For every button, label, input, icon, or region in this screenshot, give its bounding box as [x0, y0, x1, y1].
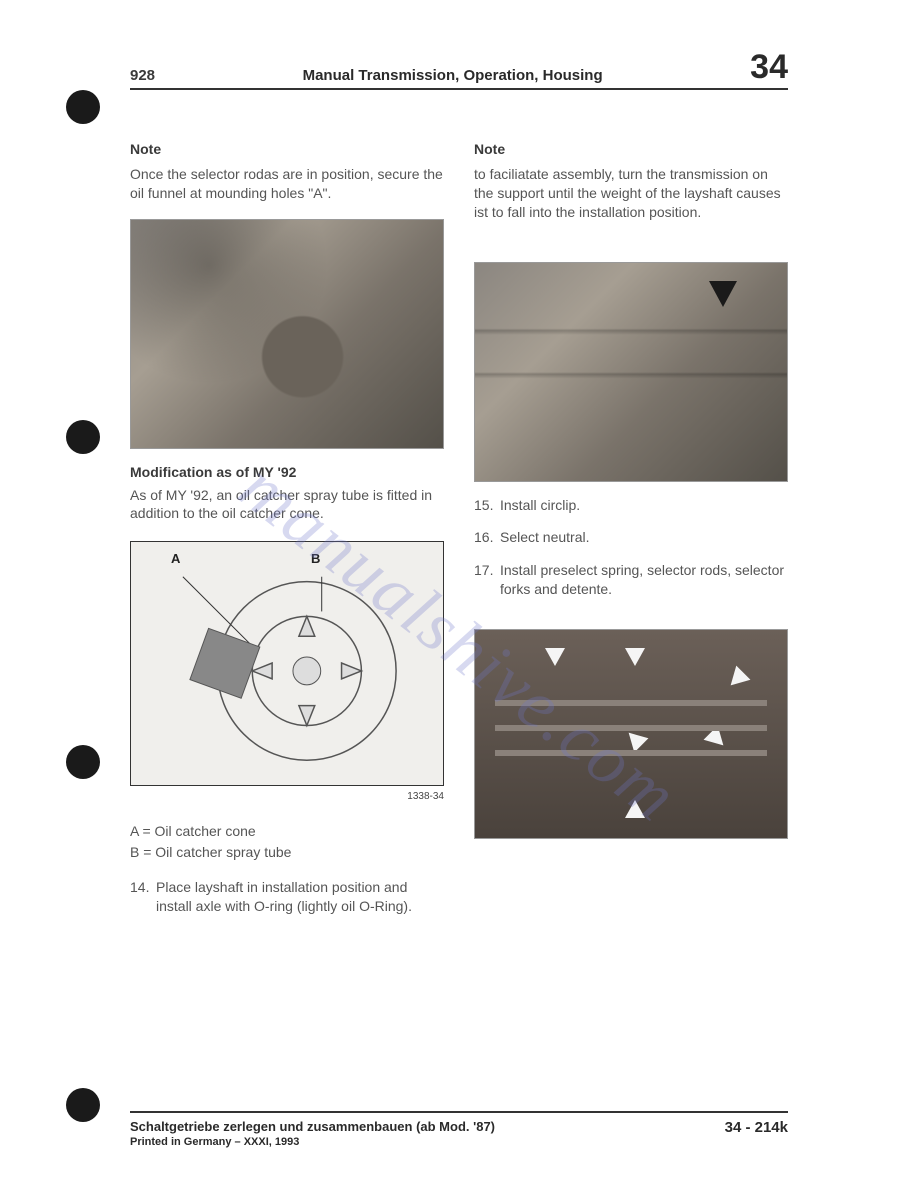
- photo-oil-funnel: [130, 219, 444, 449]
- photo-overlay: [131, 220, 443, 448]
- photo-overlay: [475, 263, 787, 481]
- note-heading: Note: [130, 140, 444, 159]
- note-text: Once the selector rodas are in position,…: [130, 165, 444, 203]
- left-column: Note Once the selector rodas are in posi…: [130, 140, 444, 929]
- diagram-label-a: A: [171, 550, 180, 568]
- header-title: Manual Transmission, Operation, Housing: [155, 67, 750, 84]
- step-15: 15. Install circlip.: [474, 496, 788, 515]
- modification-text: As of MY '92, an oil catcher spray tube …: [130, 486, 444, 524]
- white-arrow-icon: [625, 800, 645, 818]
- footer-title: Schaltgetriebe zerlegen und zusammenbaue…: [130, 1119, 495, 1134]
- figure-number: 1338-34: [130, 790, 444, 804]
- two-column-body: Note Once the selector rodas are in posi…: [130, 140, 788, 929]
- page-footer: Schaltgetriebe zerlegen und zusammenbaue…: [130, 1111, 788, 1148]
- white-arrow-icon: [545, 648, 565, 666]
- step-17: 17. Install preselect spring, selector r…: [474, 561, 788, 599]
- step-text: Select neutral.: [500, 528, 590, 547]
- right-column: Note to faciliatate assembly, turn the t…: [474, 140, 788, 929]
- step-text: Place layshaft in installation position …: [156, 878, 444, 916]
- note-heading: Note: [474, 140, 788, 159]
- footer-page-number: 34 - 214k: [725, 1119, 788, 1136]
- model-number: 928: [130, 67, 155, 84]
- page-content: 928 Manual Transmission, Operation, Hous…: [0, 0, 918, 1188]
- photo-selector-rods: [474, 629, 788, 839]
- footer-sub: Printed in Germany – XXXI, 1993: [130, 1136, 495, 1148]
- rod-graphic: [495, 750, 767, 756]
- white-arrow-icon: [625, 648, 645, 666]
- diagram-svg: [131, 542, 443, 785]
- step-number: 14.: [130, 878, 156, 916]
- legend-b: B = Oil catcher spray tube: [130, 843, 444, 862]
- step-number: 17.: [474, 561, 500, 599]
- diagram-oil-catcher: A B: [130, 541, 444, 786]
- rod-graphic: [495, 700, 767, 706]
- modification-heading: Modification as of MY '92: [130, 463, 444, 482]
- black-arrow-icon: [709, 281, 737, 307]
- note-text: to faciliatate assembly, turn the transm…: [474, 165, 788, 222]
- rod-graphic: [495, 725, 767, 731]
- white-arrow-icon: [724, 666, 751, 693]
- step-16: 16. Select neutral.: [474, 528, 788, 547]
- legend-a: A = Oil catcher cone: [130, 822, 444, 841]
- footer-left: Schaltgetriebe zerlegen und zusammenbaue…: [130, 1119, 495, 1148]
- section-number: 34: [750, 50, 788, 84]
- step-number: 15.: [474, 496, 500, 515]
- step-number: 16.: [474, 528, 500, 547]
- step-text: Install preselect spring, selector rods,…: [500, 561, 788, 599]
- photo-transmission: [474, 262, 788, 482]
- step-text: Install circlip.: [500, 496, 580, 515]
- step-14: 14. Place layshaft in installation posit…: [130, 878, 444, 916]
- diagram-label-b: B: [311, 550, 320, 568]
- page-header: 928 Manual Transmission, Operation, Hous…: [130, 50, 788, 90]
